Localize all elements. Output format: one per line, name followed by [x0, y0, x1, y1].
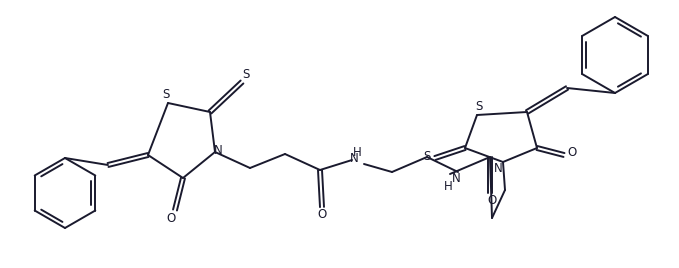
Text: S: S — [242, 68, 250, 80]
Text: S: S — [423, 150, 430, 162]
Text: S: S — [475, 99, 483, 113]
Text: H: H — [443, 180, 452, 192]
Text: O: O — [568, 147, 576, 159]
Text: O: O — [166, 211, 176, 225]
Text: N: N — [452, 172, 460, 184]
Text: O: O — [317, 209, 327, 221]
Text: O: O — [488, 195, 496, 207]
Text: N: N — [214, 143, 223, 157]
Text: N: N — [494, 162, 502, 174]
Text: N: N — [350, 151, 359, 165]
Text: H: H — [352, 146, 361, 158]
Text: S: S — [162, 87, 170, 100]
